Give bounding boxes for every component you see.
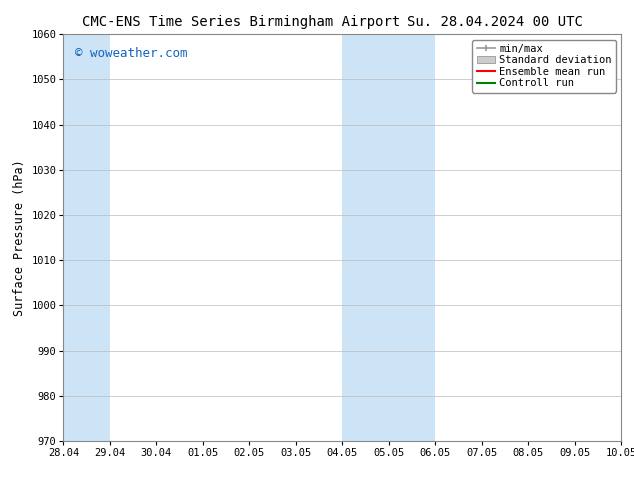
Text: CMC-ENS Time Series Birmingham Airport: CMC-ENS Time Series Birmingham Airport [82,15,400,29]
Bar [63,34,110,441]
Bar [342,34,389,441]
Text: © woweather.com: © woweather.com [75,47,187,59]
Y-axis label: Surface Pressure (hPa): Surface Pressure (hPa) [13,159,26,316]
Legend: min/max, Standard deviation, Ensemble mean run, Controll run: min/max, Standard deviation, Ensemble me… [472,40,616,93]
Text: Su. 28.04.2024 00 UTC: Su. 28.04.2024 00 UTC [406,15,583,29]
Bar [389,34,436,441]
